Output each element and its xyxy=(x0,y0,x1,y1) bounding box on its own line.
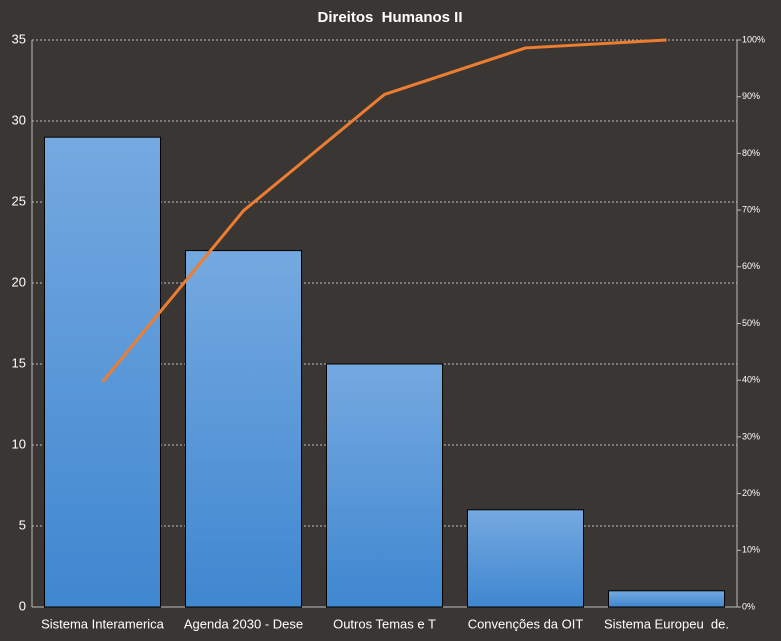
x-tick-label: Sistema Interamerica xyxy=(41,616,165,631)
bar xyxy=(44,136,161,608)
y2-tick-label: 10% xyxy=(742,545,760,555)
y2-tick-label: 100% xyxy=(742,34,765,44)
y2-tick-label: 30% xyxy=(742,431,760,441)
y-tick-label: 30 xyxy=(12,112,26,127)
bar xyxy=(467,509,584,608)
x-tick-label: Agenda 2030 - Dese xyxy=(184,616,303,631)
y2-tick-label: 20% xyxy=(742,488,760,498)
cumulative-line xyxy=(101,38,667,383)
chart-title: Direitos Humanos II xyxy=(317,9,462,26)
y-tick-label: 25 xyxy=(12,193,26,208)
y2-tick-label: 70% xyxy=(742,204,760,214)
y-tick-label: 5 xyxy=(19,517,26,532)
y2-tick-label: 90% xyxy=(742,91,760,101)
bar xyxy=(326,363,443,608)
y2-tick-label: 50% xyxy=(742,318,760,328)
x-tick-label: Outros Temas e T xyxy=(333,616,436,631)
y2-tick-label: 80% xyxy=(742,148,760,158)
y-tick-label: 0 xyxy=(19,598,26,613)
bar xyxy=(608,590,725,608)
bar xyxy=(185,250,302,608)
y2-tick-label: 0% xyxy=(742,601,755,611)
y2-tick-label: 60% xyxy=(742,261,760,271)
y-tick-label: 20 xyxy=(12,274,26,289)
x-tick-label: Sistema Europeu de. xyxy=(604,616,729,631)
y2-tick-label: 40% xyxy=(742,375,760,385)
y-tick-label: 10 xyxy=(12,436,26,451)
y-tick-label: 35 xyxy=(12,31,26,46)
y-tick-label: 15 xyxy=(12,355,26,370)
x-tick-label: Convenções da OIT xyxy=(468,616,584,631)
